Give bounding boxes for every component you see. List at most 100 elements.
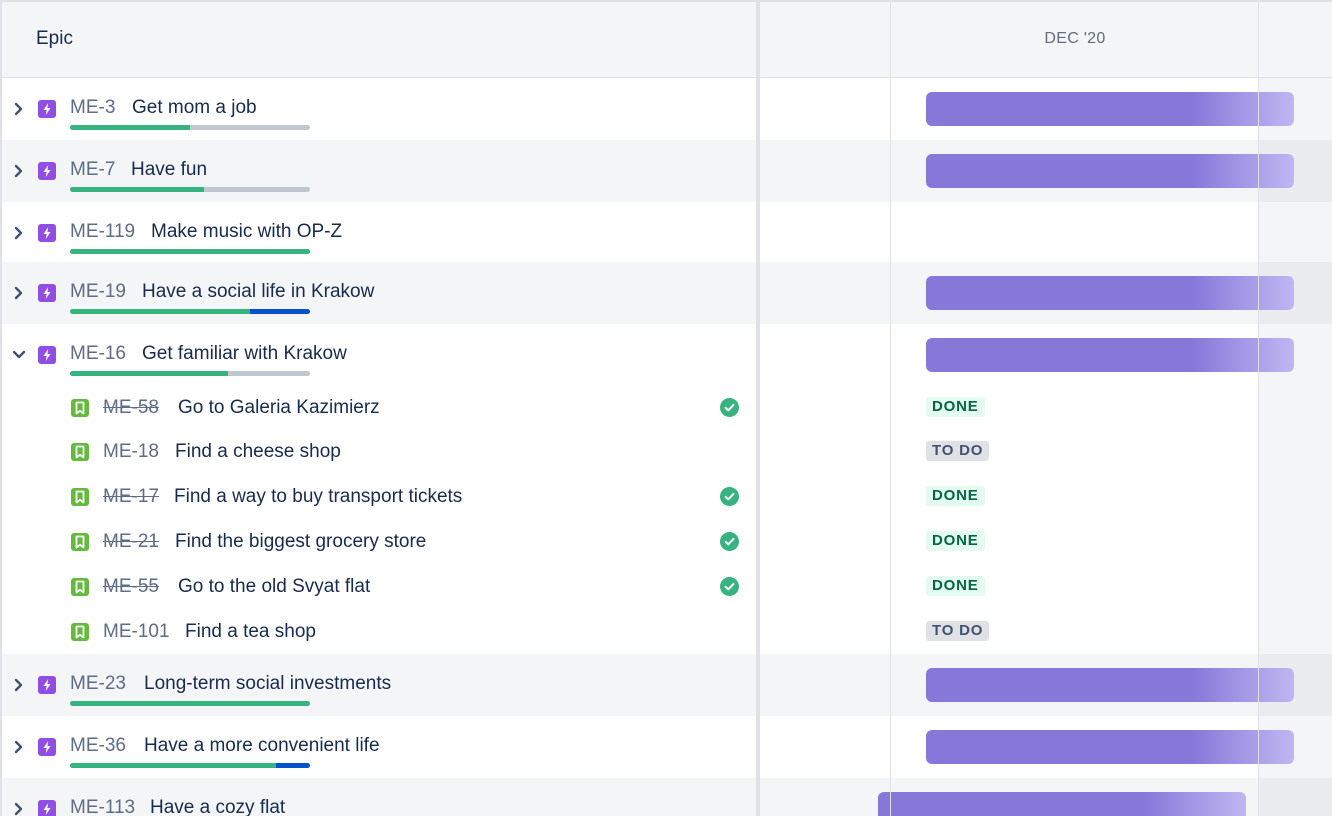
progress-bar [70, 249, 310, 254]
left-border [0, 0, 2, 816]
issue-title[interactable]: Find the biggest grocery store [175, 531, 427, 552]
status-lozenge: TO DO [926, 621, 990, 641]
story-icon [71, 399, 89, 417]
issue-title[interactable]: Have fun [131, 159, 208, 180]
issue-row[interactable]: ME-18 Find a cheese shop TO DO [0, 430, 1332, 474]
issue-title[interactable]: Find a way to buy transport tickets [174, 486, 463, 507]
epic-icon [38, 738, 56, 756]
issue-row[interactable]: ME-21 Find the biggest grocery store DONE [0, 520, 1332, 564]
story-icon [71, 443, 89, 461]
timeline-bar[interactable] [926, 154, 1294, 188]
epic-icon [38, 676, 56, 694]
issue-title[interactable]: Have a cozy flat [150, 797, 286, 816]
progress-bar [70, 125, 310, 130]
status-lozenge: DONE [926, 486, 985, 506]
issue-key[interactable]: ME-19 [70, 281, 126, 302]
issue-key[interactable]: ME-113 [70, 797, 136, 816]
progress-bar [70, 701, 310, 706]
issue-row[interactable]: ME-55 Go to the old Svyat flat DONE [0, 564, 1332, 610]
chevron-right-icon[interactable] [10, 162, 28, 180]
check-circle-icon [720, 487, 739, 506]
timeline-bar[interactable] [926, 668, 1294, 702]
progress-bar [70, 187, 310, 192]
epic-icon [38, 100, 56, 118]
issue-title[interactable]: Get mom a job [132, 97, 257, 118]
timeline-bar[interactable] [926, 338, 1294, 372]
story-icon [71, 533, 89, 551]
story-icon [71, 623, 89, 641]
roadmap-header: Epic DEC '20 [0, 0, 1332, 78]
issue-title[interactable]: Go to the old Svyat flat [178, 576, 371, 597]
issue-key[interactable]: ME-101 [103, 621, 170, 642]
issue-key[interactable]: ME-55 [103, 576, 159, 597]
timeline-gridline [1258, 0, 1259, 816]
timeline-bar[interactable] [926, 92, 1294, 126]
timeline-gridline [890, 0, 891, 816]
timeline-bar[interactable] [926, 730, 1294, 764]
issue-title[interactable]: Go to Galeria Kazimierz [178, 397, 380, 418]
issue-key[interactable]: ME-17 [103, 486, 159, 507]
issue-key[interactable]: ME-3 [70, 97, 116, 118]
progress-bar [70, 763, 310, 768]
issue-key[interactable]: ME-21 [103, 531, 159, 552]
chevron-down-icon[interactable] [10, 346, 28, 364]
issue-row[interactable]: ME-101 Find a tea shop TO DO [0, 610, 1332, 654]
issue-key[interactable]: ME-16 [70, 343, 126, 364]
issue-key[interactable]: ME-23 [70, 673, 126, 694]
timeline-weekend-shade [1258, 520, 1332, 564]
issue-row[interactable]: ME-17 Find a way to buy transport tickets… [0, 474, 1332, 520]
issue-title[interactable]: Find a cheese shop [175, 441, 341, 462]
epic-row[interactable]: ME-16 Get familiar with Krakow [0, 324, 1332, 386]
timeline-weekend-shade [1258, 386, 1332, 430]
chevron-right-icon[interactable] [10, 224, 28, 242]
chevron-right-icon[interactable] [10, 676, 28, 694]
status-lozenge: DONE [926, 531, 985, 551]
check-circle-icon [720, 532, 739, 551]
top-border [0, 0, 1332, 2]
issue-key[interactable]: ME-36 [70, 735, 126, 756]
timeline-weekend-shade [1258, 610, 1332, 654]
issue-title[interactable]: Find a tea shop [185, 621, 316, 642]
issue-title[interactable]: Make music with OP-Z [151, 221, 343, 242]
timeline-bar[interactable] [926, 276, 1294, 310]
epic-column-header: Epic [36, 28, 73, 49]
timeline-month-header: DEC '20 [1044, 30, 1106, 47]
timeline-weekend-shade [1258, 430, 1332, 474]
story-icon [71, 578, 89, 596]
issue-title[interactable]: Get familiar with Krakow [142, 343, 347, 364]
chevron-right-icon[interactable] [10, 100, 28, 118]
progress-bar [70, 371, 310, 376]
epic-row[interactable]: ME-3 Get mom a job [0, 78, 1332, 140]
epic-icon [38, 284, 56, 302]
epic-row[interactable]: ME-36 Have a more convenient life [0, 716, 1332, 778]
epic-icon [38, 224, 56, 242]
epic-row[interactable]: ME-19 Have a social life in Krakow [0, 262, 1332, 324]
issue-title[interactable]: Have a social life in Krakow [142, 281, 375, 302]
issue-title[interactable]: Have a more convenient life [144, 735, 380, 756]
epic-row[interactable]: ME-23 Long-term social investments [0, 654, 1332, 716]
issue-key[interactable]: ME-58 [103, 397, 159, 418]
issue-row[interactable]: ME-58 Go to Galeria Kazimierz DONE [0, 386, 1332, 430]
issue-title[interactable]: Long-term social investments [144, 673, 392, 694]
chevron-right-icon[interactable] [10, 284, 28, 302]
status-lozenge: TO DO [926, 441, 990, 461]
timeline-weekend-shade [1258, 202, 1332, 262]
status-lozenge: DONE [926, 576, 985, 596]
epic-row[interactable]: ME-7 Have fun [0, 140, 1332, 202]
story-icon [71, 488, 89, 506]
panel-resize-handle[interactable] [756, 0, 760, 816]
epic-row[interactable]: ME-113 Have a cozy flat [0, 778, 1332, 816]
check-circle-icon [720, 398, 739, 417]
chevron-right-icon[interactable] [10, 800, 28, 816]
timeline-weekend-shade [1258, 564, 1332, 610]
chevron-right-icon[interactable] [10, 738, 28, 756]
status-lozenge: DONE [926, 397, 985, 417]
timeline-weekend-shade [1258, 778, 1332, 816]
issue-key[interactable]: ME-18 [103, 441, 159, 462]
issue-key[interactable]: ME-7 [70, 159, 116, 180]
check-circle-icon [720, 577, 739, 596]
issue-key[interactable]: ME-119 [70, 221, 136, 242]
epic-row[interactable]: ME-119 Make music with OP-Z [0, 202, 1332, 262]
timeline-bar[interactable] [878, 792, 1246, 816]
